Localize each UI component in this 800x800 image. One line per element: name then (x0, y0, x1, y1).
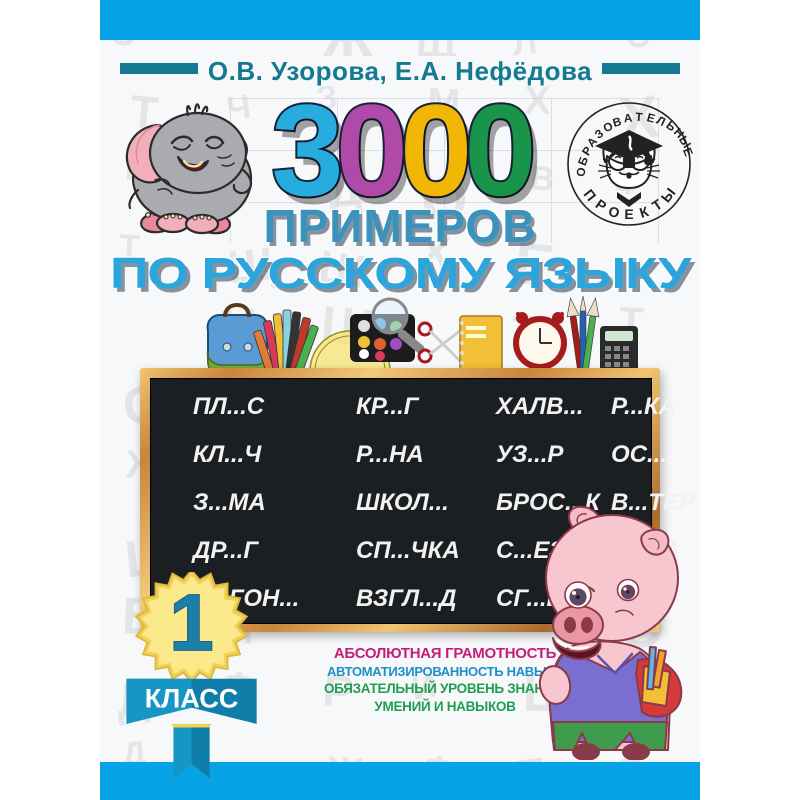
svg-text:1: 1 (169, 578, 213, 667)
svg-text:КЛАСС: КЛАСС (145, 683, 239, 714)
